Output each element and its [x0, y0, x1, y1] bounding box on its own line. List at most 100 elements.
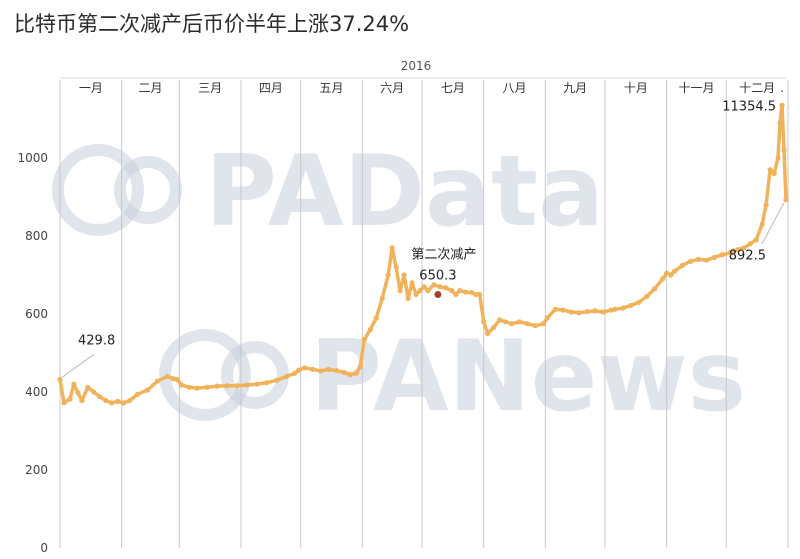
month-label: 六月 [380, 81, 404, 95]
price-point [347, 372, 353, 378]
price-point [781, 147, 787, 153]
price-point [496, 317, 503, 323]
price-point [61, 400, 67, 406]
price-point [413, 291, 419, 298]
annotations: 429.8 第二次减产 650.3 11354.5 892.5 [61, 99, 785, 378]
y-tick-label: 0 [40, 541, 48, 555]
price-point [296, 367, 302, 373]
price-point [389, 245, 395, 251]
y-tick-label: 600 [25, 307, 48, 321]
end-value-label: 892.5 [729, 249, 766, 264]
price-point [560, 307, 566, 313]
price-point [777, 120, 783, 126]
month-label: 二月 [138, 81, 162, 95]
start-leader-line [61, 353, 95, 378]
price-point [373, 315, 379, 321]
price-point [144, 387, 151, 393]
price-point [775, 155, 781, 161]
panews-watermark: PANews [159, 320, 746, 434]
year-label: 2016 [401, 59, 432, 73]
price-point [763, 202, 769, 208]
peak-value-label: 11354.5 [722, 99, 776, 114]
price-point [727, 250, 733, 256]
y-tick-label: 400 [25, 385, 48, 399]
price-point [540, 321, 546, 327]
price-point [767, 167, 773, 173]
price-point [532, 323, 538, 329]
price-point [753, 237, 759, 243]
price-point [91, 389, 97, 395]
price-point [274, 377, 280, 383]
price-point [783, 197, 789, 203]
price-point [620, 305, 626, 311]
price-point [491, 325, 497, 331]
price-point [134, 391, 141, 397]
halving-label: 第二次减产 [411, 247, 476, 263]
price-point [317, 368, 324, 374]
series-line [57, 102, 789, 406]
price-point [552, 306, 558, 312]
price-point [473, 291, 479, 298]
price-point [178, 382, 184, 388]
price-point [164, 373, 171, 379]
price-point [127, 397, 133, 404]
price-point [608, 307, 614, 313]
price-point [325, 366, 332, 372]
price-point [516, 319, 523, 325]
end-leader-line [761, 202, 785, 244]
price-point [57, 376, 63, 383]
price-point [170, 376, 176, 382]
price-point [759, 221, 765, 227]
price-point [397, 288, 403, 294]
price-point [731, 248, 737, 254]
price-point [636, 299, 642, 305]
y-tick-label: 1000 [17, 151, 48, 165]
y-tick-label: 800 [25, 229, 48, 243]
price-point [463, 289, 469, 295]
price-point [302, 365, 308, 371]
price-point [341, 369, 348, 376]
price-point [747, 241, 753, 247]
price-point [361, 336, 367, 342]
halving-value-label: 650.3 [419, 269, 456, 284]
price-point [644, 293, 650, 300]
price-point [576, 310, 582, 316]
price-point [502, 319, 509, 325]
price-point [584, 309, 590, 315]
price-point [741, 245, 747, 251]
price-point [771, 171, 777, 177]
price-point [425, 288, 431, 294]
month-label: 十二月 [739, 81, 775, 95]
price-point [779, 102, 785, 108]
price-point [457, 288, 463, 294]
month-label: . [780, 81, 784, 95]
price-point [485, 330, 491, 337]
padata-watermark-text: PAData [205, 135, 604, 249]
price-point [600, 309, 606, 315]
price-point [154, 378, 161, 384]
price-point [254, 381, 260, 387]
price-point [664, 270, 670, 276]
month-label: 四月 [259, 81, 283, 95]
price-point [417, 288, 423, 294]
price-point [469, 289, 475, 296]
price-point [477, 291, 483, 298]
price-point [357, 364, 363, 370]
price-point [109, 400, 115, 406]
price-point [612, 306, 618, 312]
price-point [695, 256, 702, 262]
price-point [204, 384, 210, 390]
price-point [711, 254, 717, 261]
price-point [431, 282, 437, 288]
price-point [453, 291, 459, 298]
price-point [367, 327, 373, 333]
month-label: 九月 [563, 81, 587, 95]
price-point [353, 370, 359, 376]
padata-watermark: PAData [52, 135, 604, 249]
price-point [97, 394, 103, 400]
price-point [679, 262, 686, 268]
price-point [401, 272, 407, 278]
month-label: 一月 [79, 81, 103, 95]
